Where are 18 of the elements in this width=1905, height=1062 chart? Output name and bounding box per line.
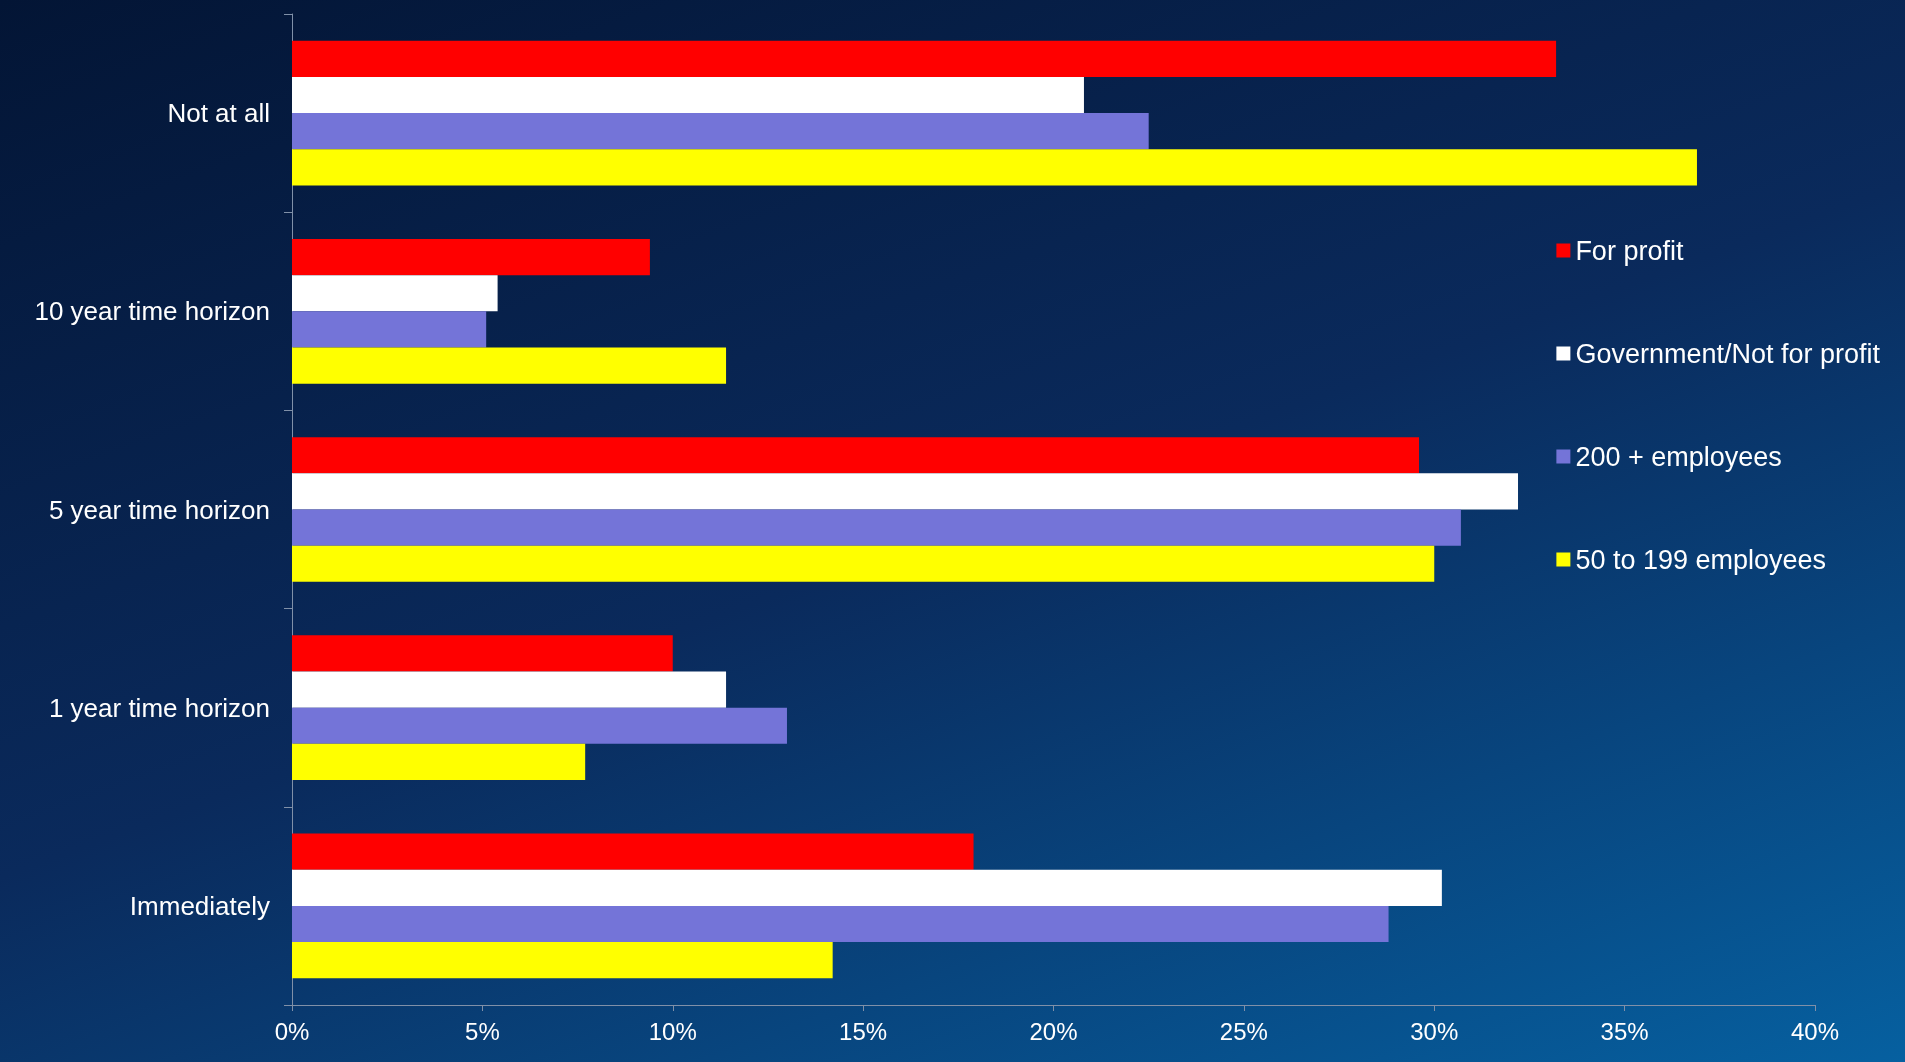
x-tick-label: 15% — [839, 1017, 888, 1045]
y-tick-label: 5 year time horizon — [48, 494, 270, 525]
x-tick-label: 0% — [274, 1017, 310, 1045]
legend-label: For profit — [1575, 235, 1684, 266]
x-tick-label: 10% — [648, 1017, 697, 1045]
legend-label: 200 + employees — [1575, 441, 1782, 472]
x-tick-label: 5% — [465, 1017, 500, 1045]
x-tick-label: 25% — [1219, 1017, 1268, 1045]
y-tick-label: 1 year time horizon — [48, 692, 270, 723]
x-tick-label: 20% — [1029, 1017, 1078, 1045]
y-tick-label: Immediately — [129, 890, 270, 921]
x-tick-label: 40% — [1790, 1017, 1840, 1045]
legend-label: Government/Not for profit — [1575, 338, 1881, 369]
x-tick-label: 35% — [1600, 1017, 1649, 1045]
y-tick-label: 10 year time horizon — [34, 296, 270, 327]
y-tick-label: Not at all — [167, 98, 270, 129]
legend-label: 50 to 199 employees — [1575, 544, 1827, 575]
x-tick-label: 30% — [1410, 1017, 1459, 1045]
